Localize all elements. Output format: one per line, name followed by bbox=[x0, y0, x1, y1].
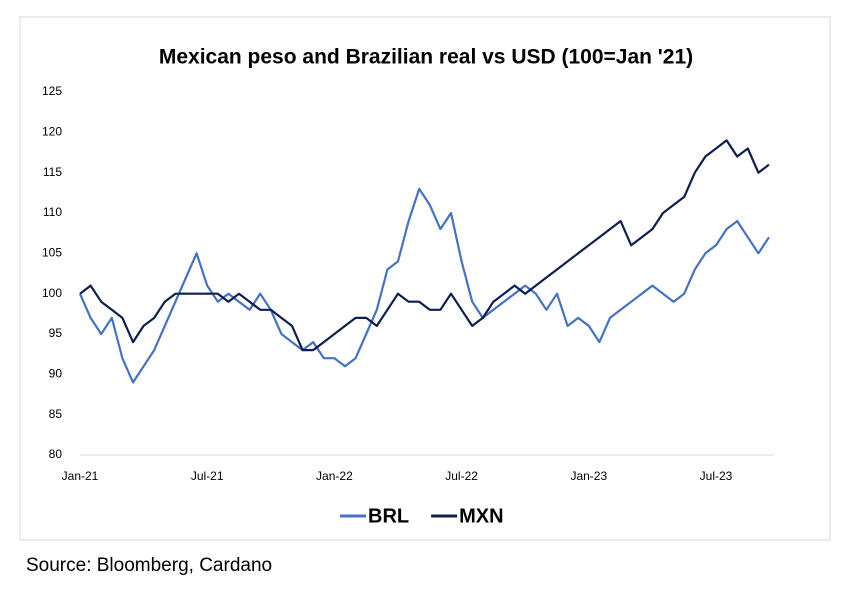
x-tick-label: Jul-23 bbox=[700, 469, 733, 483]
x-tick-label: Jan-21 bbox=[62, 469, 99, 483]
y-tick-label: 85 bbox=[49, 407, 63, 421]
y-tick-label: 100 bbox=[42, 286, 62, 300]
series-line bbox=[78, 187, 770, 384]
x-tick-label: Jul-21 bbox=[191, 469, 224, 483]
y-tick-label: 110 bbox=[43, 205, 62, 219]
legend-label: BRL bbox=[368, 505, 409, 527]
y-tick-label: 80 bbox=[49, 447, 63, 461]
y-tick-label: 125 bbox=[42, 84, 62, 98]
series-line bbox=[79, 139, 770, 352]
legend-label: MXN bbox=[459, 505, 503, 527]
y-tick-label: 115 bbox=[43, 165, 62, 179]
x-tick-label: Jul-22 bbox=[445, 469, 478, 483]
y-tick-label: 120 bbox=[42, 125, 62, 139]
chart-title: Mexican peso and Brazilian real vs USD (… bbox=[159, 46, 693, 69]
x-tick-label: Jan-22 bbox=[316, 469, 353, 483]
y-tick-label: 105 bbox=[42, 246, 62, 260]
y-tick-label: 90 bbox=[49, 367, 63, 381]
chart-frame bbox=[19, 16, 831, 541]
y-tick-label: 95 bbox=[49, 326, 63, 340]
x-tick-label: Jan-23 bbox=[570, 469, 607, 483]
source-note: Source: Bloomberg, Cardano bbox=[26, 555, 272, 576]
